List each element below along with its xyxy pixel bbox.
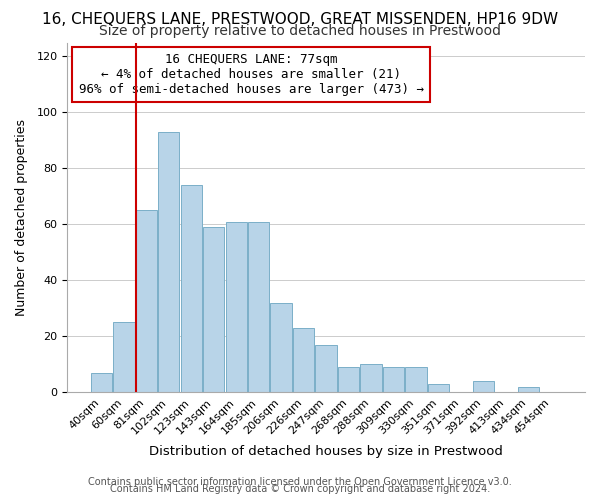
Text: Contains public sector information licensed under the Open Government Licence v3: Contains public sector information licen… — [88, 477, 512, 487]
Bar — [181, 185, 202, 392]
Bar — [158, 132, 179, 392]
Bar — [293, 328, 314, 392]
Bar — [113, 322, 134, 392]
Bar — [136, 210, 157, 392]
X-axis label: Distribution of detached houses by size in Prestwood: Distribution of detached houses by size … — [149, 444, 503, 458]
Text: 16 CHEQUERS LANE: 77sqm
← 4% of detached houses are smaller (21)
96% of semi-det: 16 CHEQUERS LANE: 77sqm ← 4% of detached… — [79, 53, 424, 96]
Text: 16, CHEQUERS LANE, PRESTWOOD, GREAT MISSENDEN, HP16 9DW: 16, CHEQUERS LANE, PRESTWOOD, GREAT MISS… — [42, 12, 558, 28]
Bar — [271, 303, 292, 392]
Bar — [473, 381, 494, 392]
Bar — [226, 222, 247, 392]
Bar — [248, 222, 269, 392]
Bar — [316, 344, 337, 393]
Bar — [405, 367, 427, 392]
Bar — [91, 372, 112, 392]
Bar — [203, 227, 224, 392]
Bar — [338, 367, 359, 392]
Text: Contains HM Land Registry data © Crown copyright and database right 2024.: Contains HM Land Registry data © Crown c… — [110, 484, 490, 494]
Y-axis label: Number of detached properties: Number of detached properties — [15, 119, 28, 316]
Bar — [361, 364, 382, 392]
Bar — [383, 367, 404, 392]
Text: Size of property relative to detached houses in Prestwood: Size of property relative to detached ho… — [99, 24, 501, 38]
Bar — [428, 384, 449, 392]
Bar — [518, 386, 539, 392]
